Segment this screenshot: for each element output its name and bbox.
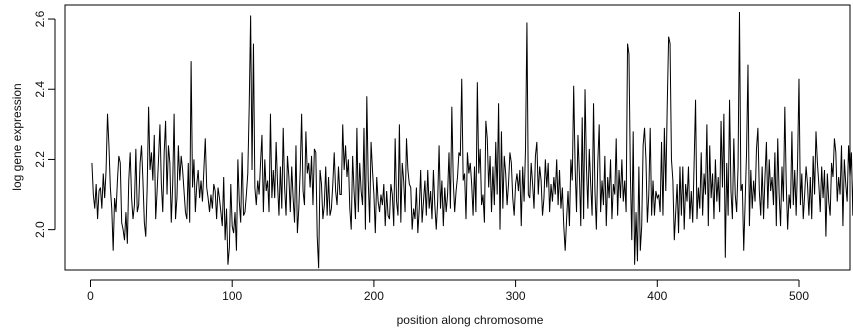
y-tick-label: 2.0: [33, 221, 47, 238]
y-axis: 2.0 2.2 2.4 2.6: [33, 10, 56, 238]
expression-series-line: [91, 12, 853, 269]
y-tick-label: 2.6: [33, 10, 47, 27]
x-tick-label: 300: [506, 289, 526, 303]
x-axis-title: position along chromosome: [397, 313, 544, 327]
x-tick-label: 0: [87, 289, 94, 303]
y-tick-label: 2.2: [33, 151, 47, 168]
x-tick-label: 100: [222, 289, 242, 303]
x-tick-label: 200: [364, 289, 384, 303]
y-axis-title: log gene expression: [10, 83, 24, 190]
plot-area-frame: [64, 4, 851, 271]
x-axis: 0 100 200 300 400 500: [87, 279, 809, 303]
y-tick-label: 2.4: [33, 81, 47, 98]
x-tick-label: 500: [789, 289, 809, 303]
x-tick-label: 400: [647, 289, 667, 303]
